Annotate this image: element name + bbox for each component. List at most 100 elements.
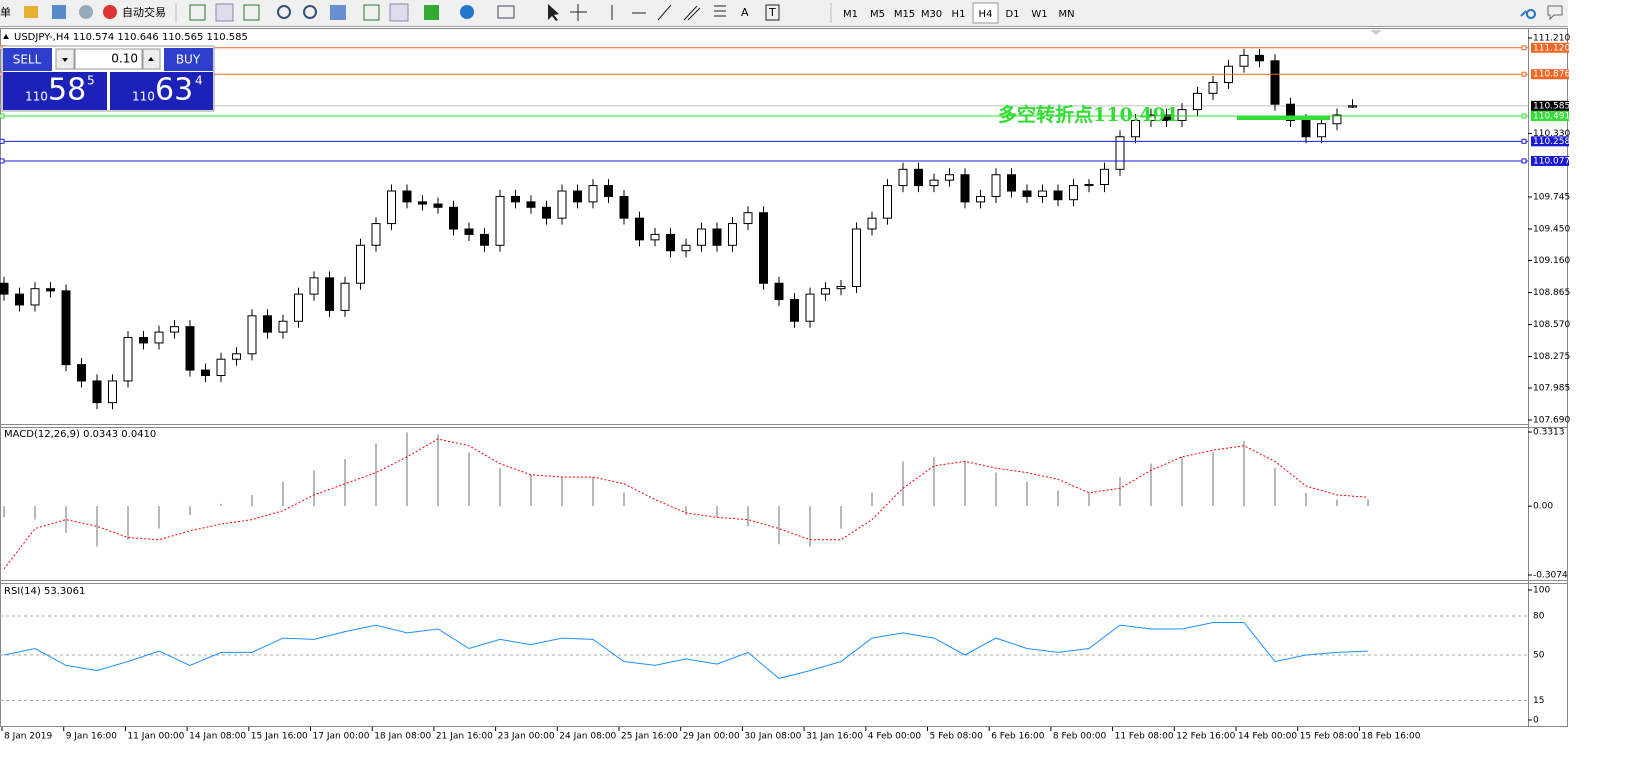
- x-tick-label: 18 Jan 08:00: [374, 732, 431, 742]
- candle-body: [511, 195, 520, 203]
- sell-price-big[interactable]: 110: [25, 90, 48, 104]
- arrow: [148, 57, 154, 61]
- toolbar-bg: [0, 0, 1568, 26]
- candle-body: [681, 244, 691, 252]
- buy-button[interactable]: [164, 48, 213, 71]
- timeframe-button[interactable]: M30: [921, 9, 942, 20]
- search-icon[interactable]: [1520, 9, 1536, 19]
- text-tool[interactable]: A: [741, 6, 749, 19]
- x-tick-label: 5 Feb 08:00: [930, 732, 984, 742]
- icon[interactable]: [52, 5, 66, 19]
- timeframe-button[interactable]: M5: [870, 9, 885, 20]
- candle-body: [743, 212, 753, 225]
- y-tick-label: 0: [1533, 716, 1539, 726]
- x-tick-label: 15 Jan 16:00: [251, 732, 308, 742]
- trend-tool[interactable]: [657, 4, 672, 21]
- timeframe-button[interactable]: H4: [979, 9, 993, 20]
- timeframe-button[interactable]: MN: [1058, 9, 1074, 20]
- fibo-tool[interactable]: [714, 5, 726, 17]
- level-label: 110.491: [1533, 112, 1570, 122]
- timeframe-button[interactable]: M15: [894, 9, 915, 20]
- buy-price-pip[interactable]: 4: [195, 74, 203, 88]
- icon[interactable]: [189, 4, 206, 21]
- level-label: 111.120: [1533, 43, 1570, 53]
- candle-body: [1270, 60, 1280, 105]
- candle-body: [557, 190, 567, 219]
- chat-icon[interactable]: [1547, 5, 1563, 21]
- candle-body: [1038, 190, 1047, 197]
- y-tick-label: -0.3074: [1533, 571, 1568, 581]
- label-tool[interactable]: T: [768, 6, 776, 19]
- y-tick-label: 108.865: [1533, 288, 1570, 298]
- sell-label[interactable]: SELL: [13, 53, 42, 67]
- candle-body: [619, 195, 629, 219]
- y-tick-label: 107.985: [1533, 383, 1570, 393]
- candle-body: [1286, 103, 1295, 121]
- lot-value[interactable]: 0.10: [111, 52, 138, 66]
- shift-marker: [1370, 30, 1382, 35]
- level-label-bg: [1531, 136, 1569, 147]
- crosshair-tool[interactable]: [570, 4, 587, 21]
- candle-body: [495, 195, 505, 246]
- buy-price-digits[interactable]: 63: [155, 73, 193, 108]
- icon[interactable]: [389, 3, 409, 22]
- current-price-label: 110.585: [1533, 101, 1570, 111]
- icon[interactable]: [497, 5, 515, 19]
- icon[interactable]: [363, 4, 380, 21]
- candle-body: [232, 353, 241, 360]
- candle-body: [774, 282, 784, 301]
- auto-trade[interactable]: 自动交易: [122, 5, 166, 19]
- y-tick-label: 108.275: [1533, 352, 1570, 362]
- level-label-bg: [1531, 111, 1569, 122]
- candle-body: [1162, 114, 1171, 121]
- cursor-tool[interactable]: [548, 4, 559, 21]
- buy-price-box[interactable]: [110, 72, 213, 110]
- candle-body: [0, 282, 9, 295]
- candle-body: [108, 380, 117, 404]
- chart-header: USDJPY-,H4 110.574 110.646 110.565 110.5…: [14, 32, 248, 43]
- icon[interactable]: [330, 5, 346, 20]
- timeframe-button[interactable]: D1: [1005, 9, 1019, 20]
- icon[interactable]: [24, 6, 38, 18]
- x-tick-label: 30 Jan 08:00: [744, 732, 801, 742]
- x-tick-label: 21 Jan 16:00: [436, 732, 493, 742]
- level-handle: [1521, 138, 1527, 144]
- label-tool-frame[interactable]: [765, 4, 780, 21]
- icon[interactable]: [460, 5, 474, 19]
- x-tick-label: 12 Feb 16:00: [1176, 732, 1235, 742]
- pivot-annotation: 多空转折点110.491: [998, 103, 1179, 126]
- toolbar: 单 自动交易 A T: [0, 0, 1568, 27]
- sell-button[interactable]: [3, 48, 52, 71]
- sell-price-digits[interactable]: 58: [48, 73, 86, 108]
- candle-body: [697, 228, 706, 246]
- candle-body: [309, 277, 319, 295]
- y-tick-label: 50: [1533, 651, 1545, 661]
- channel-tool[interactable]: [683, 5, 701, 21]
- candle-body: [712, 228, 722, 246]
- candle-body: [1053, 190, 1063, 201]
- icon[interactable]: [79, 5, 93, 19]
- auto-trade-icon[interactable]: [103, 5, 117, 19]
- candle-body: [852, 228, 861, 288]
- icon[interactable]: [424, 5, 439, 20]
- level-handle: [1521, 158, 1527, 164]
- level-handle: [0, 113, 5, 119]
- candle-body: [170, 326, 179, 333]
- icon[interactable]: [243, 4, 260, 21]
- zoom-out[interactable]: [303, 5, 317, 19]
- candle-body: [526, 201, 536, 208]
- timeframe-button[interactable]: H1: [952, 9, 966, 20]
- timeframe-button[interactable]: W1: [1031, 9, 1047, 20]
- candle-body: [635, 217, 644, 241]
- candle-body: [914, 168, 923, 187]
- lot-input[interactable]: [74, 48, 143, 70]
- timeframe-button[interactable]: M1: [843, 9, 858, 20]
- sell-price-box[interactable]: [3, 72, 107, 110]
- buy-price-big[interactable]: 110: [132, 90, 155, 104]
- candle-body: [1115, 136, 1125, 170]
- icon[interactable]: [215, 3, 234, 22]
- y-tick-label: 0.3313: [1533, 428, 1565, 438]
- buy-label[interactable]: BUY: [176, 53, 201, 67]
- sell-price-pip[interactable]: 5: [87, 74, 95, 88]
- zoom-in[interactable]: [277, 5, 291, 19]
